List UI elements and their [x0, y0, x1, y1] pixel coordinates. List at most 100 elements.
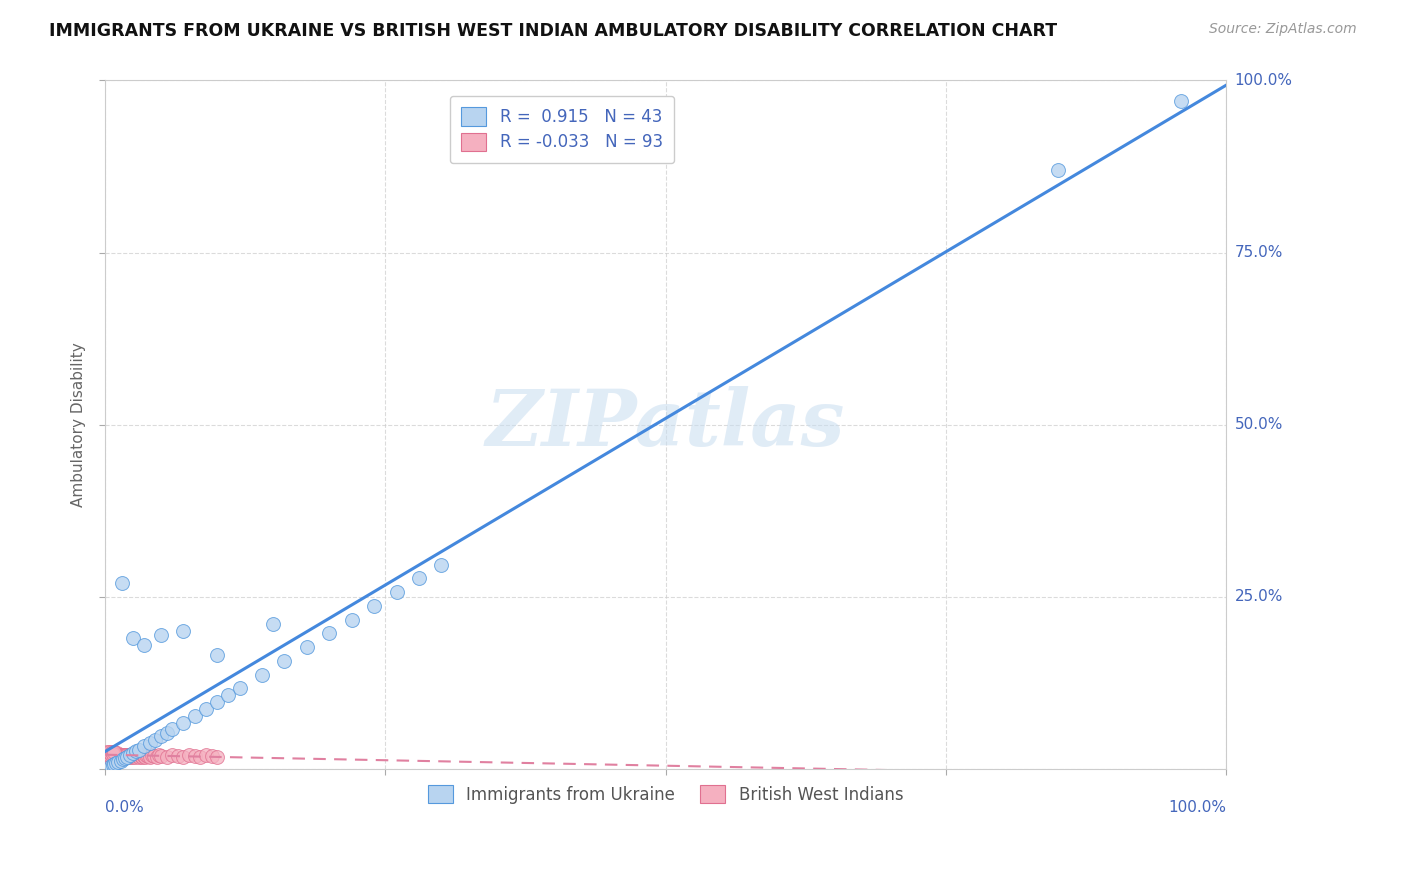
Point — [318, 626, 340, 640]
Point — [96, 749, 118, 764]
Point — [111, 752, 134, 766]
Text: 50.0%: 50.0% — [1234, 417, 1282, 433]
Point — [110, 749, 132, 764]
Point — [136, 748, 159, 763]
Point — [103, 747, 125, 761]
Point — [112, 747, 135, 762]
Point — [107, 755, 129, 769]
Point — [124, 749, 146, 764]
Point — [117, 748, 139, 763]
Point — [111, 748, 134, 763]
Point — [98, 746, 121, 760]
Point — [162, 722, 184, 736]
Text: 100.0%: 100.0% — [1168, 799, 1226, 814]
Point — [115, 748, 138, 763]
Point — [100, 748, 122, 763]
Text: IMMIGRANTS FROM UKRAINE VS BRITISH WEST INDIAN AMBULATORY DISABILITY CORRELATION: IMMIGRANTS FROM UKRAINE VS BRITISH WEST … — [49, 22, 1057, 40]
Point — [105, 748, 128, 763]
Point — [141, 748, 163, 763]
Point — [117, 748, 139, 763]
Point — [114, 748, 136, 763]
Point — [156, 749, 179, 764]
Text: 75.0%: 75.0% — [1234, 245, 1282, 260]
Point — [115, 747, 138, 762]
Point — [145, 749, 167, 764]
Point — [98, 747, 121, 761]
Point — [150, 729, 173, 743]
Point — [134, 748, 156, 763]
Point — [295, 640, 318, 654]
Point — [100, 747, 122, 762]
Y-axis label: Ambulatory Disability: Ambulatory Disability — [72, 343, 86, 508]
Point — [118, 748, 141, 763]
Text: ZIPatlas: ZIPatlas — [486, 386, 845, 463]
Point — [107, 748, 129, 763]
Point — [273, 654, 295, 668]
Point — [103, 749, 125, 764]
Point — [340, 613, 363, 627]
Text: 0.0%: 0.0% — [105, 799, 143, 814]
Point — [98, 749, 121, 764]
Point — [129, 748, 152, 763]
Point — [111, 747, 134, 762]
Point — [101, 746, 124, 760]
Point — [100, 746, 122, 760]
Point — [121, 749, 143, 764]
Point — [103, 746, 125, 760]
Point — [1170, 94, 1192, 108]
Point — [172, 624, 194, 639]
Text: Source: ZipAtlas.com: Source: ZipAtlas.com — [1209, 22, 1357, 37]
Point — [111, 749, 134, 764]
Legend: Immigrants from Ukraine, British West Indians: Immigrants from Ukraine, British West In… — [420, 777, 911, 813]
Point — [127, 748, 149, 763]
Point — [183, 748, 205, 763]
Point — [111, 576, 134, 591]
Point — [118, 749, 141, 764]
Point — [101, 748, 124, 763]
Point — [408, 571, 430, 585]
Point — [103, 757, 125, 772]
Point — [131, 749, 153, 764]
Point — [117, 749, 139, 764]
Point — [134, 638, 156, 652]
Point — [104, 748, 127, 763]
Point — [128, 742, 150, 756]
Point — [194, 702, 217, 716]
Point — [96, 746, 118, 760]
Point — [108, 747, 131, 762]
Point — [125, 744, 148, 758]
Point — [172, 715, 194, 730]
Point — [101, 747, 124, 762]
Text: 25.0%: 25.0% — [1234, 590, 1282, 605]
Point — [139, 749, 162, 764]
Point — [103, 748, 125, 763]
Point — [118, 748, 141, 763]
Point — [162, 748, 184, 763]
Point — [122, 746, 145, 760]
Point — [134, 749, 156, 764]
Point — [363, 599, 385, 613]
Text: 100.0%: 100.0% — [1234, 73, 1292, 88]
Point — [104, 746, 127, 760]
Point — [128, 749, 150, 764]
Point — [205, 648, 228, 663]
Point — [125, 748, 148, 763]
Point — [122, 748, 145, 763]
Point — [385, 585, 408, 599]
Point — [200, 748, 222, 763]
Point — [148, 748, 170, 763]
Point — [205, 749, 228, 764]
Point — [94, 747, 117, 761]
Point — [139, 736, 162, 750]
Point — [150, 628, 173, 642]
Point — [134, 739, 156, 754]
Point — [105, 748, 128, 763]
Point — [188, 749, 211, 764]
Point — [122, 631, 145, 645]
Point — [122, 748, 145, 763]
Point — [167, 748, 190, 763]
Point — [177, 748, 200, 763]
Point — [145, 733, 167, 747]
Point — [111, 748, 134, 763]
Point — [117, 747, 139, 762]
